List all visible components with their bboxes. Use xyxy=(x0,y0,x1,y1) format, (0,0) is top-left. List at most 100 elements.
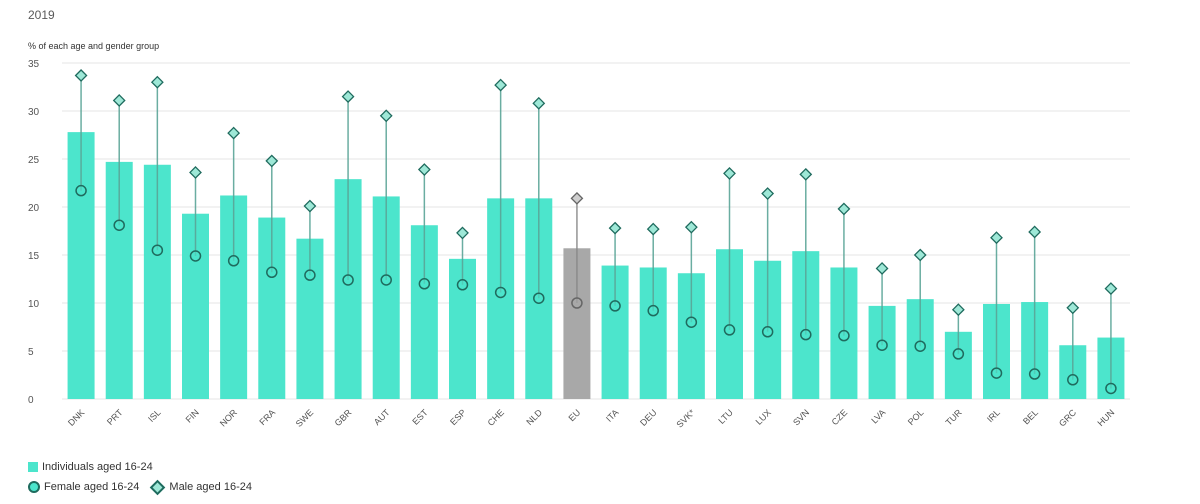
male-point xyxy=(951,303,965,317)
male-point xyxy=(112,94,126,107)
female-point xyxy=(1067,374,1079,386)
male-point xyxy=(494,78,508,92)
female-point xyxy=(1105,382,1117,395)
female-point xyxy=(533,292,545,304)
female-point xyxy=(380,274,392,286)
female-point xyxy=(761,326,774,338)
x-tick-label: CHE xyxy=(486,407,507,428)
female-point xyxy=(113,219,125,231)
female-point xyxy=(227,255,240,267)
male-point xyxy=(1104,282,1118,296)
legend-row-bars: Individuals aged 16-24 xyxy=(28,461,163,473)
y-tick-label: 20 xyxy=(28,203,40,214)
legend-label-male: Male aged 16-24 xyxy=(169,481,252,493)
x-tick-label: EU xyxy=(566,407,582,423)
x-tick-label: EST xyxy=(410,407,430,427)
male-point xyxy=(913,248,927,262)
x-tick-label: SVN xyxy=(791,407,811,427)
legend-label-individuals: Individuals aged 16-24 xyxy=(42,461,153,473)
female-point xyxy=(151,244,164,256)
x-tick-label: DEU xyxy=(638,407,659,428)
male-point xyxy=(723,166,736,180)
male-point xyxy=(74,69,88,82)
y-tick-label: 30 xyxy=(28,107,40,118)
male-point xyxy=(379,109,393,123)
male-point xyxy=(646,222,660,236)
x-tick-label: SWE xyxy=(294,407,316,429)
x-tick-label: ESP xyxy=(448,407,468,427)
male-point xyxy=(799,167,813,181)
y-tick-label: 25 xyxy=(28,155,40,166)
x-tick-label: BEL xyxy=(1021,407,1040,426)
x-tick-label: SVK* xyxy=(674,407,697,430)
x-tick-label: DNK xyxy=(66,407,87,428)
x-tick-label: PRT xyxy=(105,407,125,427)
x-tick-label: GRC xyxy=(1057,407,1079,429)
female-point xyxy=(456,279,469,291)
legend-swatch-bar xyxy=(28,462,38,472)
x-tick-label: LTU xyxy=(716,407,735,426)
male-point xyxy=(265,154,279,168)
x-tick-label: FIN xyxy=(184,407,201,424)
x-tick-label: NOR xyxy=(218,407,240,429)
x-tick-label: AUT xyxy=(372,407,392,427)
legend-item-individuals[interactable]: Individuals aged 16-24 xyxy=(28,461,153,473)
male-point xyxy=(761,187,775,200)
y-tick-label: 10 xyxy=(28,299,40,310)
male-point xyxy=(990,231,1003,245)
female-point xyxy=(647,304,659,317)
legend-row-markers: Female aged 16-24 Male aged 16-24 xyxy=(28,479,262,495)
female-point xyxy=(800,328,812,341)
female-point xyxy=(418,278,431,290)
male-point xyxy=(1066,301,1080,315)
legend-swatch-circle xyxy=(28,481,40,493)
legend-item-female[interactable]: Female aged 16-24 xyxy=(28,481,139,493)
female-point xyxy=(990,367,1003,379)
female-point xyxy=(914,340,926,352)
x-tick-label: HUN xyxy=(1095,407,1116,428)
y-tick-label: 5 xyxy=(28,347,34,358)
male-point xyxy=(189,166,202,179)
chart-title: 2019 xyxy=(28,8,55,22)
x-tick-label: TUR xyxy=(944,407,965,428)
female-point xyxy=(189,250,202,262)
female-point xyxy=(494,286,507,299)
x-tick-label: LUX xyxy=(754,407,773,426)
male-point xyxy=(608,221,622,235)
x-tick-label: GBR xyxy=(333,407,354,428)
female-point xyxy=(75,184,87,197)
x-tick-label: IRL xyxy=(985,407,1002,424)
male-point xyxy=(341,90,355,104)
male-point xyxy=(227,126,241,140)
x-tick-label: LVA xyxy=(869,407,887,425)
x-tick-label: FRA xyxy=(257,407,277,427)
female-point xyxy=(876,339,888,351)
male-point xyxy=(1028,225,1042,239)
male-point xyxy=(532,96,546,110)
male-point xyxy=(837,202,851,216)
female-point xyxy=(571,297,583,309)
y-tick-label: 35 xyxy=(28,59,40,70)
female-point xyxy=(685,316,698,328)
female-point xyxy=(304,269,316,281)
y-axis-label: % of each age and gender group xyxy=(28,41,160,51)
female-point xyxy=(838,329,850,342)
x-tick-label: POL xyxy=(906,407,926,427)
x-tick-label: NLD xyxy=(524,407,544,427)
male-point xyxy=(303,199,317,213)
legend-swatch-diamond xyxy=(150,479,166,495)
male-point xyxy=(456,226,469,240)
x-tick-label: ITA xyxy=(604,407,621,424)
male-point xyxy=(875,262,889,275)
male-point xyxy=(684,220,698,234)
female-point xyxy=(342,274,354,286)
female-point xyxy=(952,348,965,360)
female-point xyxy=(609,300,621,312)
legend-item-male[interactable]: Male aged 16-24 xyxy=(149,479,252,495)
female-point xyxy=(266,266,278,279)
y-tick-label: 0 xyxy=(28,395,34,406)
legend-label-female: Female aged 16-24 xyxy=(44,481,140,493)
male-point xyxy=(570,191,584,205)
female-point xyxy=(723,324,736,336)
female-point xyxy=(1028,368,1041,380)
